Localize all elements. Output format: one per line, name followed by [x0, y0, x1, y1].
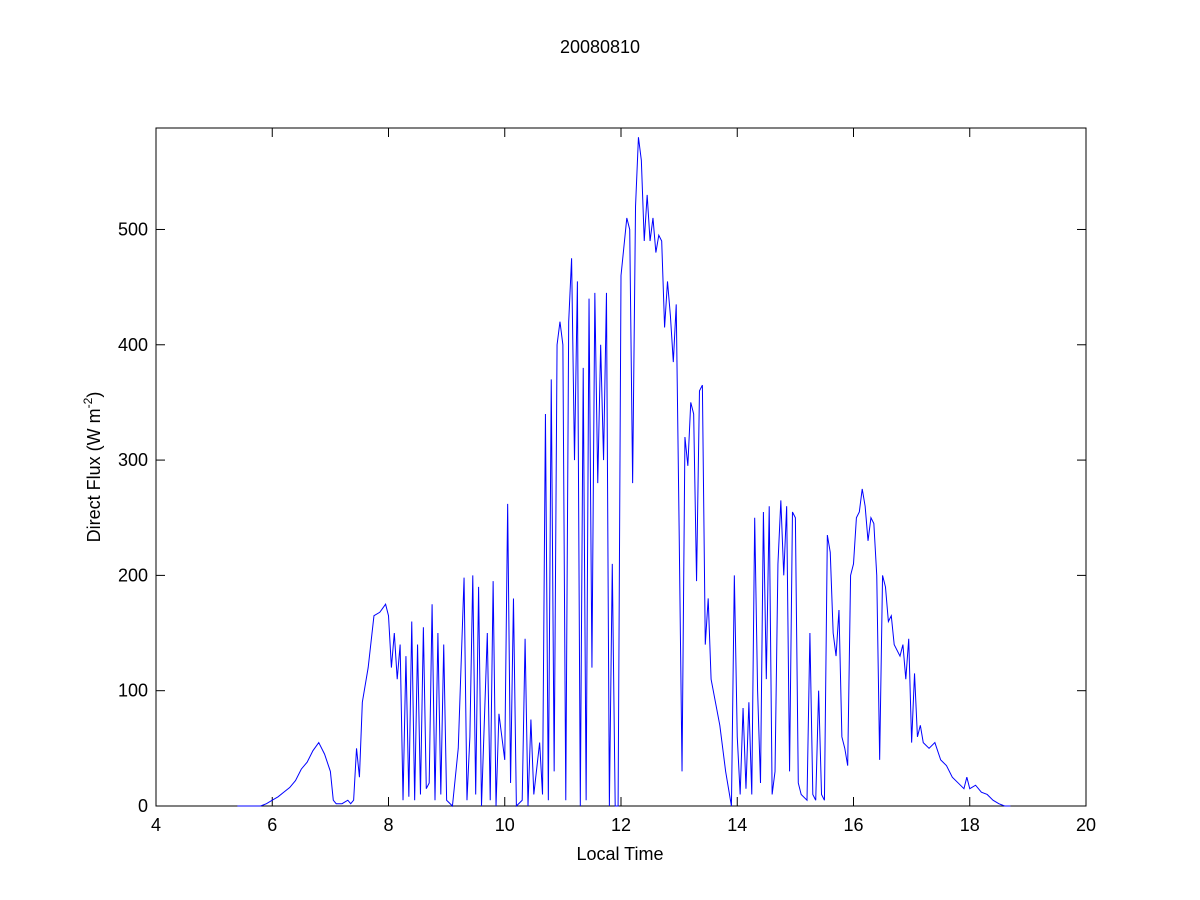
x-tick-label: 10 [495, 815, 515, 835]
y-tick-label: 300 [118, 450, 148, 470]
y-tick-label: 0 [138, 796, 148, 816]
x-tick-label: 14 [727, 815, 747, 835]
y-axis-label-main: Direct Flux (W m [84, 408, 104, 542]
y-tick-label: 200 [118, 565, 148, 585]
plot-area [155, 127, 1087, 807]
data-line [237, 137, 1011, 808]
x-tick-label: 6 [267, 815, 277, 835]
y-axis-label-sup: -2 [81, 397, 95, 408]
y-axis-label-end: ) [84, 392, 104, 398]
y-tick-label: 400 [118, 335, 148, 355]
y-axis-label: Direct Flux (W m-2) [81, 392, 104, 543]
x-tick-label: 18 [960, 815, 980, 835]
chart-title: 20080810 [560, 37, 640, 57]
x-tick-label: 16 [843, 815, 863, 835]
y-tick-label: 100 [118, 681, 148, 701]
x-tick-label: 8 [383, 815, 393, 835]
x-tick-label: 20 [1076, 815, 1096, 835]
x-tick-label: 12 [611, 815, 631, 835]
x-axis-label: Local Time [576, 844, 663, 864]
y-tick-label: 500 [118, 219, 148, 239]
x-tick-label: 4 [151, 815, 161, 835]
